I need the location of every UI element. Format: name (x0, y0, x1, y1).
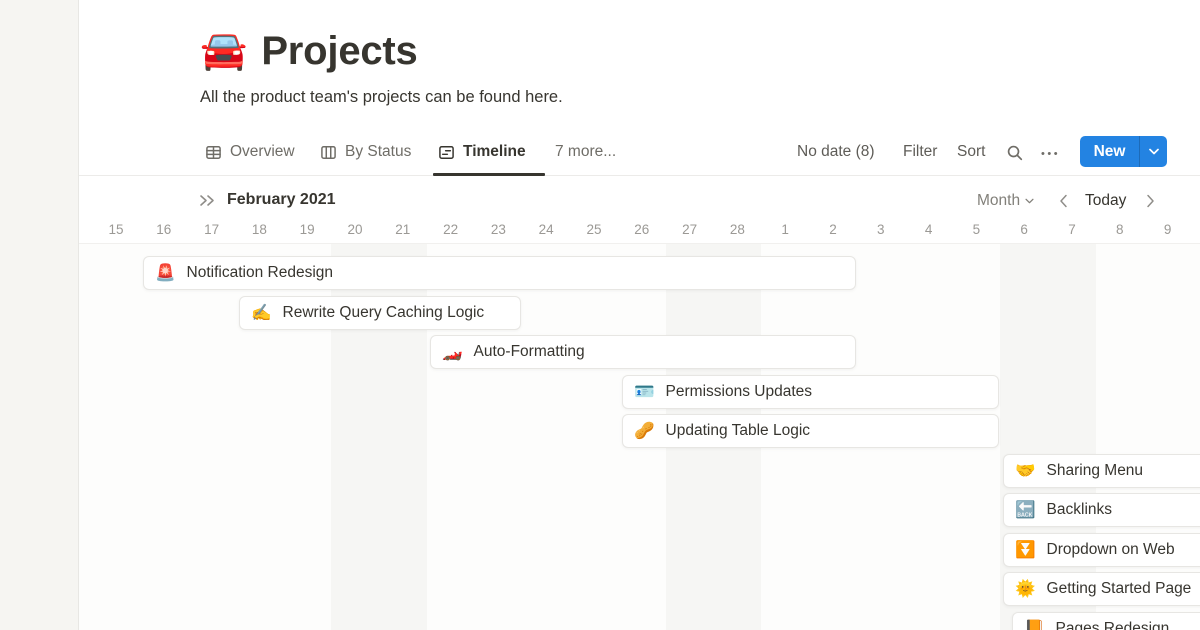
tabs-divider (78, 175, 1200, 176)
date-cell: 3 (877, 222, 885, 237)
table-icon (205, 144, 222, 161)
item-label: Sharing Menu (1046, 462, 1144, 479)
date-cell: 16 (156, 222, 172, 237)
date-cell: 15 (108, 222, 124, 237)
timeline-item-bar[interactable]: 🚨 Notification Redesign (143, 256, 856, 290)
date-cell: 2 (829, 222, 837, 237)
more-options-icon[interactable]: ••• (1041, 148, 1061, 160)
tab-more[interactable]: 7 more... (555, 143, 616, 161)
timeline-item-bar[interactable]: 🌞 Getting Started Page (1003, 572, 1200, 606)
tab-label: 7 more... (555, 143, 617, 160)
id-card-icon: 🪪 (634, 382, 655, 401)
new-button-divider (1139, 136, 1140, 167)
tab-overview[interactable]: Overview (205, 143, 295, 161)
prev-period-icon[interactable] (1059, 194, 1068, 213)
item-label: Backlinks (1046, 501, 1113, 518)
timescale-label: Month (977, 192, 1021, 209)
item-label: Dropdown on Web (1046, 541, 1175, 558)
tab-label: Overview (230, 143, 295, 160)
no-date-filter-chip[interactable]: No date (8) (797, 143, 875, 160)
date-cell: 19 (299, 222, 315, 237)
back-arrow-icon: 🔙 (1015, 500, 1036, 519)
date-cell: 6 (1020, 222, 1028, 237)
chevron-down-icon (1025, 198, 1034, 204)
handshake-icon: 🤝 (1015, 461, 1036, 480)
writing-hand-icon: ✍️ (251, 303, 272, 322)
item-label: Auto-Formatting (473, 343, 585, 360)
date-cell: 20 (347, 222, 363, 237)
sort-button[interactable]: Sort (957, 143, 986, 160)
date-cell: 27 (682, 222, 698, 237)
tab-timeline[interactable]: Timeline (438, 143, 526, 161)
date-cell: 25 (586, 222, 602, 237)
date-cell: 4 (924, 222, 933, 237)
timeline-icon (438, 144, 455, 161)
today-button[interactable]: Today (1085, 192, 1127, 209)
date-cell: 18 (251, 222, 267, 237)
timeline-item-bar[interactable]: 🪪 Permissions Updates (622, 375, 999, 409)
search-icon[interactable] (1006, 144, 1024, 167)
date-cell: 7 (1068, 222, 1076, 237)
workspace-sidebar[interactable] (0, 0, 79, 630)
page-emoji-car-icon[interactable]: 🚘 (200, 30, 248, 72)
sun-face-icon: 🌞 (1015, 579, 1036, 598)
date-cell: 24 (538, 222, 554, 237)
dates-divider (78, 243, 1200, 244)
date-cell: 8 (1116, 222, 1124, 237)
item-label: Permissions Updates (665, 383, 812, 400)
date-cell: 21 (395, 222, 411, 237)
racing-car-icon: 🏎️ (442, 342, 463, 361)
timeline-item-bar[interactable]: 🏎️ Auto-Formatting (430, 335, 856, 369)
tab-label: Timeline (463, 143, 526, 160)
month-label: February 2021 (227, 191, 336, 208)
active-tab-indicator (433, 173, 545, 176)
timeline-item-bar[interactable]: ✍️ Rewrite Query Caching Logic (239, 296, 521, 330)
peanuts-icon: 🥜 (634, 421, 655, 440)
page-header: 🚘 Projects All the product team's projec… (200, 28, 563, 107)
expand-table-icon[interactable] (199, 194, 217, 212)
new-button[interactable]: New (1080, 136, 1167, 167)
date-cell: 9 (1163, 222, 1172, 237)
date-cell: 28 (729, 222, 745, 237)
filter-button[interactable]: Filter (903, 143, 938, 160)
page-description[interactable]: All the product team's projects can be f… (200, 88, 563, 106)
timeline-item-bar[interactable]: ⏬ Dropdown on Web (1003, 533, 1200, 567)
date-cell: 26 (634, 222, 650, 237)
orange-book-icon: 📙 (1024, 619, 1045, 630)
item-label: Pages Redesign (1055, 620, 1170, 630)
timescale-dropdown[interactable]: Month (977, 192, 1034, 210)
board-icon (320, 144, 337, 161)
timeline-item-bar[interactable]: 🤝 Sharing Menu (1003, 454, 1200, 488)
next-period-icon[interactable] (1146, 194, 1155, 213)
new-button-label: New (1093, 142, 1126, 160)
timeline-item-bar[interactable]: 🔙 Backlinks (1003, 493, 1200, 527)
down-button-icon: ⏬ (1015, 540, 1036, 559)
date-cell: 5 (972, 222, 981, 237)
chevron-down-icon[interactable] (1140, 148, 1167, 155)
item-label: Rewrite Query Caching Logic (282, 304, 485, 321)
date-cell: 23 (490, 222, 506, 237)
date-cell: 22 (443, 222, 459, 237)
item-label: Notification Redesign (186, 264, 334, 281)
timeline-item-bar[interactable]: 🥜 Updating Table Logic (622, 414, 999, 448)
item-label: Getting Started Page (1046, 580, 1192, 597)
rotating-light-icon: 🚨 (155, 263, 176, 282)
date-cell: 1 (781, 222, 789, 237)
date-cell: 17 (204, 222, 220, 237)
page-title[interactable]: Projects (261, 28, 418, 73)
tab-by-status[interactable]: By Status (320, 143, 411, 161)
tab-label: By Status (345, 143, 412, 160)
timeline-item-bar[interactable]: 📙 Pages Redesign (1012, 612, 1200, 630)
item-label: Updating Table Logic (665, 422, 811, 439)
